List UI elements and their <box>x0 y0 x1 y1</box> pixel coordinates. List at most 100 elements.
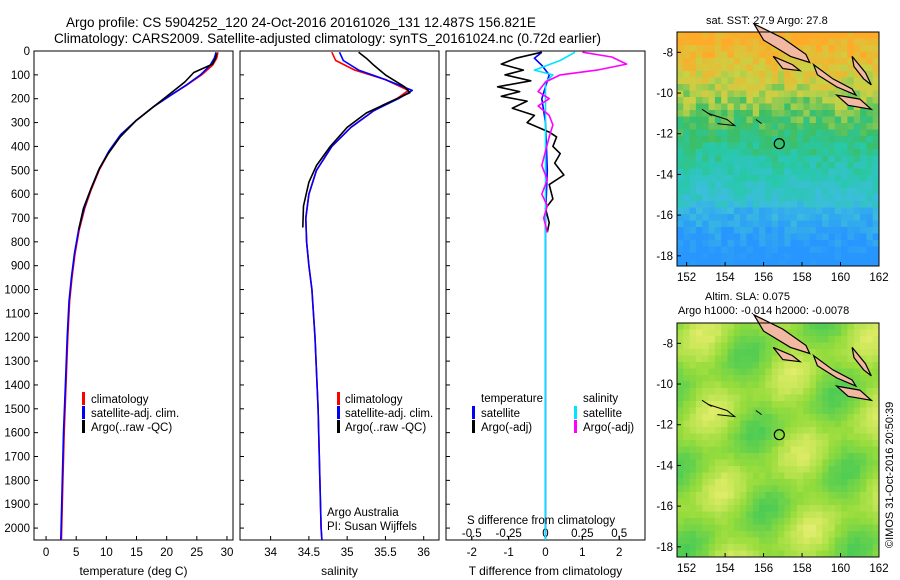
map-cell <box>740 433 747 441</box>
map-cell <box>689 511 697 519</box>
map-cell <box>803 381 810 389</box>
map-cell <box>860 201 867 208</box>
map-cell <box>695 407 703 415</box>
map-cell <box>815 51 823 59</box>
map-cell <box>815 253 823 260</box>
map-cell <box>733 207 741 215</box>
map-cell <box>803 375 810 382</box>
map-cell <box>834 207 842 215</box>
map-cell <box>784 479 791 486</box>
map-cell <box>708 492 716 499</box>
map-cell <box>778 246 785 254</box>
map-cell <box>834 440 842 447</box>
map-cell <box>733 188 741 195</box>
map-cell <box>778 453 785 460</box>
map-cell <box>815 214 823 221</box>
map-cell <box>784 116 791 124</box>
map-cell <box>822 375 829 382</box>
map-cell <box>803 472 810 480</box>
map-cell <box>721 433 728 441</box>
map-cell <box>828 472 836 480</box>
map-cell <box>702 446 709 454</box>
map-cell <box>759 149 766 156</box>
map-cell <box>695 472 703 480</box>
map-cell <box>828 518 836 525</box>
map-cell <box>796 155 804 163</box>
map-cell <box>853 531 861 538</box>
map-cell <box>677 38 684 46</box>
map-cell <box>746 368 754 376</box>
map-cell <box>721 71 728 78</box>
map-cell <box>834 459 842 467</box>
map-cell <box>733 472 741 480</box>
map-cell <box>790 550 798 558</box>
map-cell <box>702 168 709 176</box>
map-cell <box>740 440 747 447</box>
map-cell <box>759 375 766 382</box>
map-cell <box>714 45 722 52</box>
map-cell <box>689 355 697 363</box>
map-cell <box>759 492 766 499</box>
map-cell <box>733 414 741 421</box>
map-cell <box>866 511 874 519</box>
map-cell <box>727 58 735 65</box>
map-cell <box>815 550 823 558</box>
map-cell <box>727 414 735 421</box>
map-cell <box>714 388 722 395</box>
map-cell <box>866 233 874 241</box>
map-cell <box>853 246 861 254</box>
map-cell <box>809 329 817 337</box>
map-cell <box>834 485 842 493</box>
map-cell <box>860 77 867 85</box>
map-cell <box>721 511 728 519</box>
map-cell <box>677 233 684 241</box>
map-cell <box>721 518 728 525</box>
map-cell <box>714 466 722 473</box>
map-cell <box>765 420 773 428</box>
map-cell <box>815 368 823 376</box>
map-cell <box>708 214 716 221</box>
map-cell <box>740 427 747 434</box>
map-cell <box>866 90 874 98</box>
map-cell <box>759 336 766 343</box>
map-cell <box>708 201 716 208</box>
map-cell <box>872 175 880 182</box>
map-cell <box>689 381 697 389</box>
map-cell <box>872 511 880 519</box>
map-cell <box>872 253 880 260</box>
map-cell <box>860 505 867 512</box>
map-cell <box>714 323 722 330</box>
map-cell <box>677 188 684 195</box>
map-cell <box>847 168 855 176</box>
map-cell <box>771 381 779 389</box>
map-cell <box>702 129 709 137</box>
map-cell <box>721 220 728 228</box>
map-cell <box>752 71 760 78</box>
map-cell <box>828 459 836 467</box>
map-cell <box>866 440 874 447</box>
map-cell <box>815 64 823 72</box>
map-x-tick-label: 160 <box>831 563 850 575</box>
map-cell <box>695 375 703 382</box>
map-cell <box>714 381 722 389</box>
map-cell <box>847 142 855 150</box>
map-cell <box>752 368 760 376</box>
map-cell <box>740 136 747 143</box>
map-cell <box>702 505 709 512</box>
map-cell <box>683 446 690 454</box>
map-cell <box>841 381 848 389</box>
map-cell <box>809 32 817 39</box>
y-tick-label: 1300 <box>4 356 30 368</box>
map-cell <box>828 233 836 241</box>
map-cell <box>815 453 823 460</box>
map-cell <box>733 368 741 376</box>
map-cell <box>759 240 766 247</box>
map-cell <box>727 32 735 39</box>
map-cell <box>790 537 798 545</box>
map-cell <box>853 459 861 467</box>
salinity-legend: climatology satellite-adj. clim. Argo(..… <box>327 392 433 533</box>
map-cell <box>702 149 709 156</box>
map-cell <box>796 518 804 525</box>
map-cell <box>714 401 722 408</box>
